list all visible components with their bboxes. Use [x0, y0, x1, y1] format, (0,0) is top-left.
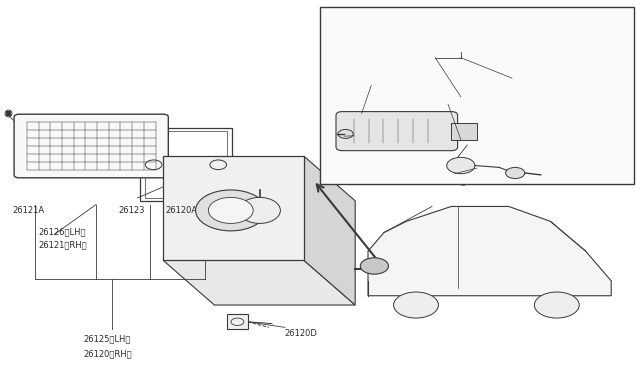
Circle shape	[196, 190, 266, 231]
Polygon shape	[368, 206, 611, 296]
Text: (4): (4)	[525, 160, 536, 169]
Polygon shape	[451, 123, 477, 140]
Polygon shape	[163, 260, 355, 305]
Text: 26120D: 26120D	[285, 329, 317, 338]
Text: 26121A: 26121A	[13, 206, 45, 215]
FancyBboxPatch shape	[14, 114, 168, 178]
Circle shape	[394, 292, 438, 318]
Text: 26120（RH）: 26120（RH）	[406, 52, 451, 61]
Circle shape	[360, 258, 388, 274]
Text: 26126（LH）: 26126（LH）	[342, 74, 386, 83]
Text: 26124B: 26124B	[496, 86, 525, 94]
Text: R: R	[456, 137, 461, 141]
Text: 26120A: 26120A	[445, 108, 474, 117]
Circle shape	[338, 129, 353, 138]
Text: 26121（RH）: 26121（RH）	[342, 86, 387, 94]
Circle shape	[506, 167, 525, 179]
Polygon shape	[163, 156, 304, 260]
Polygon shape	[320, 7, 634, 184]
Polygon shape	[227, 314, 248, 329]
Ellipse shape	[239, 198, 280, 224]
Circle shape	[209, 198, 253, 224]
Text: 26120（RH）: 26120（RH）	[83, 350, 132, 359]
Text: 26120D: 26120D	[323, 141, 353, 150]
Text: 26121（RH）: 26121（RH）	[38, 240, 87, 249]
Text: Ⓢ 08363-62056: Ⓢ 08363-62056	[461, 177, 519, 186]
FancyBboxPatch shape	[336, 112, 458, 151]
Text: 26125（LH）: 26125（LH）	[83, 335, 131, 344]
Text: ^86'*0076: ^86'*0076	[512, 15, 554, 24]
Polygon shape	[304, 156, 355, 305]
Circle shape	[534, 292, 579, 318]
Text: 26123: 26123	[118, 206, 145, 215]
Text: 26125（LH）: 26125（LH）	[406, 41, 450, 50]
Circle shape	[447, 157, 475, 174]
Text: FROM SEP.'86: FROM SEP.'86	[326, 177, 396, 186]
Text: 26126（LH）: 26126（LH）	[38, 227, 86, 236]
Text: 26120A: 26120A	[165, 206, 197, 215]
